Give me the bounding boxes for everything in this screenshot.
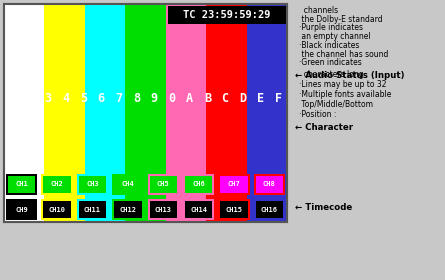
Text: TC 23:59:59:29: TC 23:59:59:29 (183, 10, 271, 20)
Bar (183, 199, 214, 220)
Bar (206, 4, 247, 222)
Text: E: E (257, 92, 264, 106)
Bar (147, 174, 179, 195)
Text: 3: 3 (44, 92, 52, 106)
Text: CH7: CH7 (227, 181, 240, 188)
Bar (185, 201, 212, 218)
Bar (6, 199, 37, 220)
Bar (168, 6, 286, 24)
Bar (6, 174, 37, 195)
Text: CH4: CH4 (121, 181, 134, 188)
Text: CH5: CH5 (157, 181, 170, 188)
Text: F: F (275, 92, 282, 106)
Bar (8, 176, 35, 193)
Text: ← Character: ← Character (295, 123, 353, 132)
Bar (79, 201, 106, 218)
Bar (79, 176, 106, 193)
Text: A: A (186, 92, 193, 106)
Text: ·Black indicates: ·Black indicates (299, 41, 360, 50)
Text: ← Audio Status (Input): ← Audio Status (Input) (295, 71, 405, 80)
Text: CH2: CH2 (51, 181, 64, 188)
Bar (112, 199, 143, 220)
Bar (254, 174, 285, 195)
Text: ·Multiple fonts available: ·Multiple fonts available (299, 90, 391, 99)
Text: ·Position :: ·Position : (299, 109, 336, 119)
Text: 2: 2 (27, 92, 34, 106)
Bar (4, 4, 45, 222)
Text: ·Green indicates: ·Green indicates (299, 58, 362, 67)
Bar (41, 199, 73, 220)
Bar (43, 176, 71, 193)
Text: CH3: CH3 (86, 181, 99, 188)
Text: CH9: CH9 (15, 207, 28, 213)
Bar (185, 176, 212, 193)
Bar (41, 174, 73, 195)
Text: 8: 8 (133, 92, 140, 106)
Text: B: B (204, 92, 211, 106)
Text: 6: 6 (98, 92, 105, 106)
Text: 1: 1 (9, 92, 16, 106)
Text: Top/Middle/Bottom: Top/Middle/Bottom (299, 100, 373, 109)
Bar (114, 201, 142, 218)
Bar (150, 176, 177, 193)
Bar (220, 201, 247, 218)
Text: 7: 7 (115, 92, 122, 106)
Bar (254, 199, 285, 220)
Text: CH15: CH15 (226, 207, 243, 213)
Bar (218, 174, 250, 195)
Bar (77, 174, 108, 195)
Text: CH13: CH13 (155, 207, 172, 213)
Text: channels: channels (299, 6, 338, 15)
Bar (166, 4, 206, 222)
Text: C: C (222, 92, 229, 106)
Bar (220, 176, 247, 193)
Bar (44, 4, 85, 222)
Bar (4, 4, 287, 222)
Bar (114, 176, 142, 193)
Text: CH6: CH6 (192, 181, 205, 188)
Bar (183, 174, 214, 195)
Text: 9: 9 (151, 92, 158, 106)
Text: 5: 5 (80, 92, 87, 106)
Bar (255, 176, 283, 193)
Text: 0: 0 (169, 92, 176, 106)
Text: ·Purple indicates: ·Purple indicates (299, 24, 363, 32)
Text: CH11: CH11 (84, 207, 101, 213)
Text: CH16: CH16 (261, 207, 278, 213)
Bar (147, 199, 179, 220)
Text: the channel has sound: the channel has sound (299, 50, 388, 59)
Bar (255, 201, 283, 218)
Text: 4: 4 (62, 92, 69, 106)
Bar (4, 4, 287, 222)
Text: D: D (239, 92, 247, 106)
Bar (8, 201, 35, 218)
Bar (43, 201, 71, 218)
Text: ← Timecode: ← Timecode (295, 203, 352, 212)
Text: CH12: CH12 (119, 207, 136, 213)
Text: CH8: CH8 (263, 181, 276, 188)
Text: the Dolby-E standard: the Dolby-E standard (299, 15, 383, 24)
Bar (77, 199, 108, 220)
Text: ·Lines may be up to 32: ·Lines may be up to 32 (299, 80, 387, 89)
Bar (85, 4, 125, 222)
Bar (150, 201, 177, 218)
Bar (247, 4, 287, 222)
Bar (125, 4, 166, 222)
Bar (112, 174, 143, 195)
Text: CH14: CH14 (190, 207, 207, 213)
Text: CH10: CH10 (49, 207, 65, 213)
Bar (218, 199, 250, 220)
Text: characters long: characters long (299, 70, 364, 79)
Text: CH1: CH1 (15, 181, 28, 188)
Text: an empty channel: an empty channel (299, 32, 371, 41)
